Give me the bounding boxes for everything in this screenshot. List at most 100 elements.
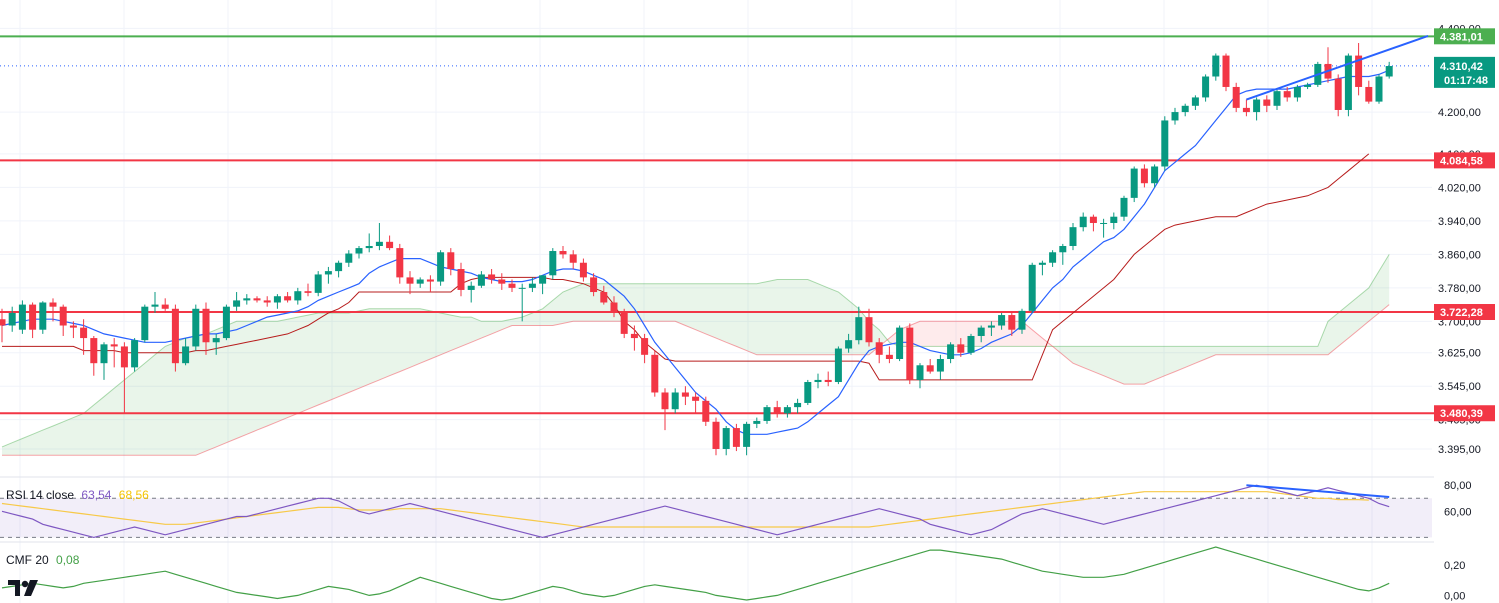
- candle-body: [549, 251, 557, 276]
- cmf-legend[interactable]: CMF 20 0,08: [6, 553, 83, 567]
- candle: [1324, 47, 1332, 83]
- candle: [1069, 222, 1077, 251]
- candle: [651, 350, 659, 397]
- cmf-pane[interactable]: [1, 546, 1390, 601]
- candle-body: [936, 359, 944, 372]
- candle: [1253, 97, 1261, 121]
- candle-body: [875, 342, 883, 355]
- candle: [875, 338, 883, 364]
- candle-body: [488, 274, 496, 280]
- candle-body: [630, 333, 638, 339]
- candle-body: [896, 327, 904, 359]
- candle: [692, 392, 700, 414]
- candle: [845, 333, 853, 353]
- cloud-segment: [756, 281, 767, 355]
- candlesticks[interactable]: [0, 43, 1393, 456]
- candle-body: [610, 302, 618, 313]
- cloud-segment: [1164, 346, 1175, 376]
- tradingview-logo-icon[interactable]: [8, 578, 40, 598]
- cloud-segment: [1226, 346, 1237, 355]
- level-tag-label: 4.381,01: [1440, 31, 1483, 43]
- price-trend-line: [1246, 34, 1429, 101]
- candle-body: [355, 248, 363, 254]
- cloud-segment: [328, 312, 339, 401]
- cloud-segment: [1195, 346, 1206, 364]
- cmf-line: [1, 546, 1390, 601]
- candle: [1191, 95, 1199, 110]
- candle-body: [1140, 168, 1148, 184]
- candle-body: [131, 340, 139, 368]
- cloud-segment: [399, 308, 410, 372]
- cloud-segment: [93, 396, 104, 456]
- candle-body: [212, 338, 220, 343]
- candle: [1202, 74, 1210, 102]
- candle-body: [569, 254, 577, 263]
- cloud-segment: [195, 333, 206, 456]
- price-tick-label: 3.395,00: [1438, 444, 1481, 456]
- cloud-segment: [1277, 346, 1288, 355]
- candle-body: [233, 300, 241, 307]
- cloud-segment: [2, 442, 13, 456]
- rsi-pane[interactable]: [0, 484, 1432, 539]
- candle: [753, 417, 761, 429]
- cloud-segment: [83, 405, 94, 456]
- cloud-segment: [104, 388, 115, 456]
- candle-body: [8, 312, 16, 326]
- candle-body: [243, 298, 251, 301]
- candle: [1049, 250, 1057, 267]
- trend-lines[interactable]: [1246, 34, 1429, 101]
- rsi-lines: [1, 484, 1390, 539]
- candle-body: [161, 304, 169, 309]
- cloud-segment: [257, 321, 268, 431]
- cloud-segment: [675, 283, 686, 326]
- candle-body: [80, 327, 88, 339]
- candle-body: [1365, 86, 1373, 102]
- candle-body: [182, 346, 190, 364]
- candle-body: [651, 354, 659, 393]
- candle-body: [324, 271, 332, 275]
- candle-body: [712, 421, 720, 449]
- candle: [110, 338, 118, 368]
- cloud-segment: [175, 338, 186, 456]
- candle: [885, 346, 893, 364]
- cloud-segment: [1144, 346, 1155, 385]
- candle: [100, 342, 108, 380]
- price-axis[interactable]: 4.400,004.200,004.100,004.020,003.940,00…: [1434, 0, 1499, 603]
- candle: [539, 275, 547, 295]
- cloud-segment: [185, 335, 196, 456]
- candle-body: [222, 306, 230, 339]
- candle-body: [834, 348, 842, 383]
- candle-body: [814, 379, 822, 383]
- candle-body: [192, 308, 200, 347]
- candle-body: [120, 346, 128, 368]
- candle: [212, 333, 220, 355]
- cloud-segment: [338, 312, 349, 397]
- candle-body: [345, 253, 353, 263]
- ichimoku-cloud: [1, 254, 1390, 456]
- candle-body: [365, 246, 373, 249]
- horizontal-levels[interactable]: [0, 35, 1436, 415]
- candle: [1242, 99, 1250, 117]
- candle: [202, 302, 210, 355]
- candle: [457, 262, 465, 297]
- cmf-lines: [1, 546, 1390, 601]
- candle: [1018, 308, 1026, 334]
- price-tick-label: 3.940,00: [1438, 216, 1481, 228]
- cloud-segment: [1215, 346, 1226, 355]
- cloud-segment: [491, 321, 502, 334]
- candle-body: [467, 285, 475, 290]
- cloud-segment: [1062, 346, 1073, 364]
- candle: [49, 298, 57, 322]
- candle-body: [141, 306, 149, 341]
- rsi-legend[interactable]: RSI 14 close 63,54 68,56: [6, 488, 153, 502]
- rsi-trend-line: [1246, 484, 1390, 498]
- candle-body: [1151, 166, 1159, 184]
- cloud-segment: [114, 379, 125, 456]
- candle-body: [906, 327, 914, 380]
- candle-body: [39, 302, 47, 330]
- candle: [141, 304, 149, 343]
- candle-body: [100, 344, 108, 364]
- candle-body: [273, 296, 281, 303]
- cmf-tick-label: 0,00: [1444, 590, 1465, 602]
